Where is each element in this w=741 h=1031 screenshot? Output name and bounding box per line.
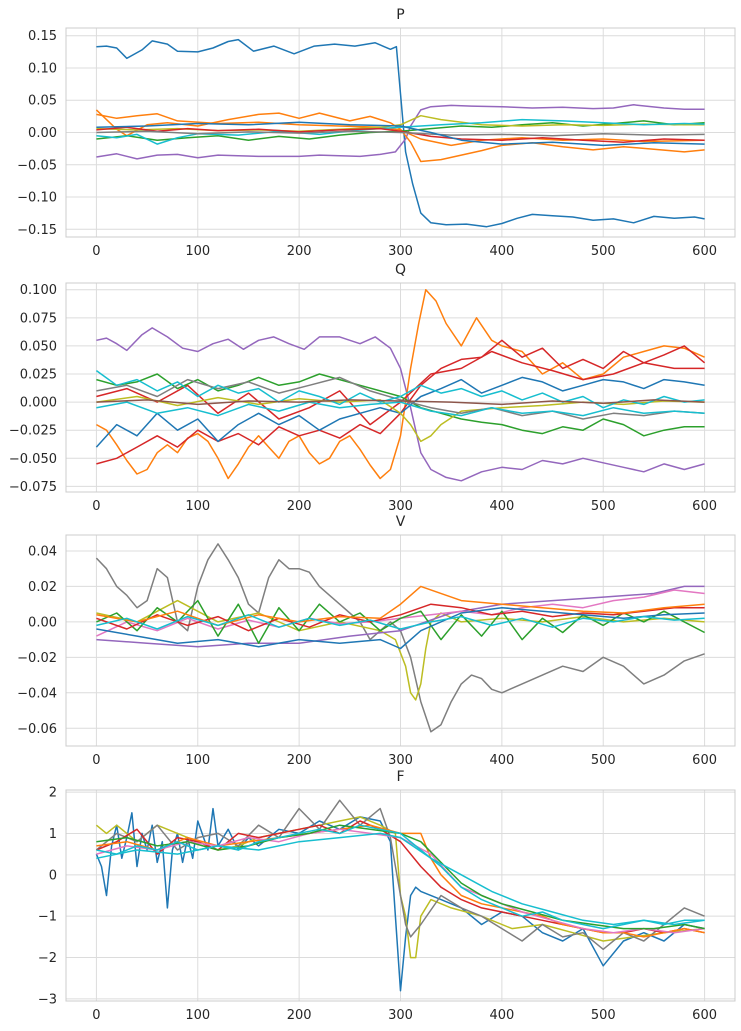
x-tick-label: 300: [388, 244, 413, 259]
x-tick-label: 400: [489, 244, 514, 259]
plot-frame: [65, 282, 736, 493]
y-tick-label: 0.050: [20, 339, 57, 354]
x-tick-label: 400: [489, 499, 514, 514]
y-tick-label: 0.10: [28, 61, 57, 76]
x-tick-label: 200: [287, 1008, 312, 1023]
series-line-gray: [96, 130, 705, 137]
series-line-cyan: [95, 369, 705, 409]
x-tick-label: 100: [185, 244, 210, 259]
chart-title: V: [396, 514, 406, 530]
x-tick-label: 200: [287, 244, 312, 259]
x-tick-label: 200: [287, 753, 312, 768]
chart-panel-Q: 0 100 200 300 400 500 600 −0.075 −0.050 −0.025 0.0…: [9, 262, 736, 514]
y-tick-label: −0.075: [9, 480, 57, 495]
y-tick-label: −0.10: [17, 191, 57, 206]
x-tick-label: 600: [692, 753, 717, 768]
y-tick-label: −1: [38, 910, 57, 925]
series-line-blue: [96, 606, 705, 650]
y-tick-label: −2: [38, 951, 57, 966]
series-line-green: [96, 599, 705, 644]
series-line-purple: [96, 104, 705, 160]
y-tick-label: 0: [49, 868, 57, 883]
x-tick-label: 500: [591, 1008, 616, 1023]
x-tick-label: 400: [489, 753, 514, 768]
plot-frame: [65, 789, 736, 1002]
y-tick-label: −0.05: [17, 158, 57, 173]
series-line-gray: [95, 799, 705, 951]
plot-frame: [65, 534, 736, 747]
y-tick-label: 0.100: [20, 283, 57, 298]
chart-title: P: [396, 7, 404, 23]
x-tick-label: 600: [692, 1008, 717, 1023]
x-tick-label: 100: [185, 753, 210, 768]
y-tick-label: 0.00: [28, 615, 57, 630]
x-tick-label: 0: [92, 753, 100, 768]
series-line-red: [96, 603, 705, 632]
chart-panel-V: 0 100 200 300 400 500 600 −0.06 −0.04 −0.02 0.00 0.…: [17, 514, 736, 768]
series-line-red: [96, 126, 705, 143]
chart-panel-F: 0 100 200 300 400 500 600 −3 −2 −1 0 1 2 F: [38, 769, 736, 1023]
y-tick-label: 0.075: [20, 311, 57, 326]
x-tick-label: 400: [489, 1008, 514, 1023]
x-tick-label: 100: [185, 1008, 210, 1023]
x-tick-label: 500: [591, 753, 616, 768]
x-tick-label: 200: [287, 499, 312, 514]
y-tick-label: −3: [38, 992, 57, 1007]
series-line-blue2: [96, 121, 705, 147]
y-tick-label: 2: [49, 786, 57, 801]
y-tick-label: 0.000: [20, 396, 57, 411]
series-line-cyan: [96, 614, 705, 630]
x-tick-label: 100: [185, 499, 210, 514]
plot-frame: [65, 27, 736, 238]
y-tick-label: −0.15: [17, 223, 57, 238]
y-tick-label: 1: [49, 827, 57, 842]
series-line-cyan2: [96, 832, 705, 926]
chart-panel-P: 0 100 200 300 400 500 600 −0.15 −0.10 −0.05 0.00 0.…: [17, 7, 736, 259]
y-tick-label: −0.025: [9, 424, 57, 439]
x-tick-label: 600: [692, 499, 717, 514]
series-line-gray: [95, 543, 705, 733]
y-tick-label: −0.04: [17, 686, 57, 701]
x-tick-label: 600: [692, 244, 717, 259]
series-line-orange: [95, 109, 705, 163]
x-tick-label: 500: [591, 499, 616, 514]
chart-title: F: [396, 769, 404, 785]
y-tick-label: 0.04: [28, 544, 57, 559]
chart-title: Q: [395, 262, 406, 278]
x-tick-label: 300: [388, 753, 413, 768]
series-line-cyan2: [96, 401, 705, 417]
series-line-purple: [96, 327, 705, 482]
x-tick-label: 0: [92, 1008, 100, 1023]
x-tick-label: 300: [388, 1008, 413, 1023]
x-tick-label: 300: [388, 499, 413, 514]
series-line-purple: [96, 585, 705, 648]
series-line-blue: [96, 38, 705, 228]
y-tick-label: 0.025: [20, 368, 57, 383]
x-tick-label: 0: [92, 499, 100, 514]
y-tick-label: 0.02: [28, 580, 57, 595]
y-tick-label: −0.02: [17, 651, 57, 666]
x-tick-label: 0: [92, 244, 100, 259]
y-tick-label: 0.15: [28, 29, 57, 44]
y-tick-label: −0.06: [17, 722, 57, 737]
y-tick-label: −0.050: [9, 452, 57, 467]
series-line-gray: [96, 376, 705, 420]
x-tick-label: 500: [591, 244, 616, 259]
y-tick-label: 0.05: [28, 94, 57, 109]
series-line-orange: [96, 585, 705, 627]
y-tick-label: 0.00: [28, 126, 57, 141]
series-line-brown: [96, 399, 705, 406]
